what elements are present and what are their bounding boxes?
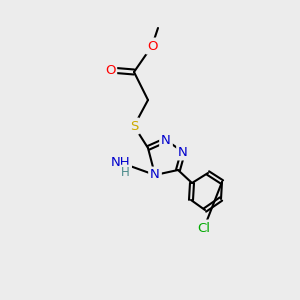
Text: S: S (130, 119, 138, 133)
Text: N: N (150, 169, 160, 182)
Text: O: O (105, 64, 115, 76)
Text: Cl: Cl (197, 221, 211, 235)
Text: H: H (121, 167, 130, 179)
Text: N: N (161, 134, 171, 146)
Text: N: N (178, 146, 188, 158)
Text: O: O (147, 40, 157, 52)
Text: NH: NH (110, 157, 130, 169)
